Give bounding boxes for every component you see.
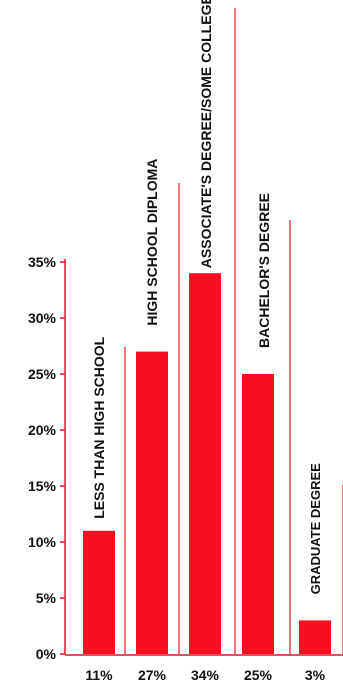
bar [299, 620, 331, 654]
category-label: LESS THAN HIGH SCHOOL [91, 336, 107, 518]
y-tick-label: 35% [28, 254, 57, 270]
value-label: 3% [305, 667, 326, 683]
bars [83, 273, 331, 654]
leader-lines [124, 8, 343, 654]
value-label: 25% [244, 667, 273, 683]
y-tick-label: 5% [36, 590, 57, 606]
value-label: 34% [191, 667, 220, 683]
category-label: ASSOCIATE'S DEGREE/SOME COLLEGE [198, 0, 214, 268]
y-tick-label: 30% [28, 310, 57, 326]
bar [242, 374, 274, 654]
value-label: 27% [138, 667, 167, 683]
category-label: BACHELOR'S DEGREE [256, 193, 272, 348]
y-tick-label: 10% [28, 534, 57, 550]
y-tick-label: 20% [28, 422, 57, 438]
value-labels: 11% 27% 34% 25% 3% [85, 667, 325, 683]
y-axis: 0% 5% 10% 15% 20% 25% 30% 35% [28, 254, 66, 662]
y-tick-label: 25% [28, 366, 57, 382]
bar [189, 273, 221, 654]
value-label: 11% [85, 667, 113, 683]
bar [83, 530, 115, 654]
category-label: GRADUATE DEGREE [308, 463, 323, 595]
y-tick-label: 15% [28, 478, 57, 494]
bar [136, 351, 168, 654]
category-labels: LESS THAN HIGH SCHOOL HIGH SCHOOL DIPLOMA… [91, 0, 323, 594]
category-label: HIGH SCHOOL DIPLOMA [144, 159, 160, 326]
y-tick-label: 0% [36, 646, 57, 662]
